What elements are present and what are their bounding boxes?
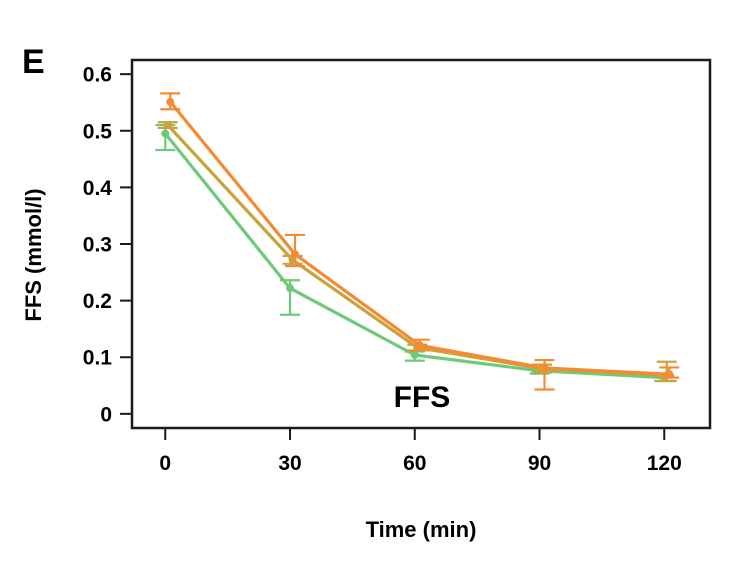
data-point — [410, 350, 419, 359]
y-axis-title: FFS (mmol/l) — [21, 188, 46, 321]
data-point — [286, 284, 295, 293]
panel-label: E — [22, 43, 45, 81]
series-line — [169, 100, 670, 376]
x-axis: 0 30 60 90 120 — [159, 428, 682, 475]
chart-annotation: FFS — [394, 381, 451, 414]
data-point — [415, 341, 424, 350]
x-tick-label: 60 — [403, 452, 426, 475]
x-axis-title: Time (min) — [366, 517, 477, 542]
x-tick-label: 90 — [528, 452, 551, 475]
y-tick-label: 0 — [100, 403, 112, 426]
data-point — [166, 97, 175, 106]
y-tick-label: 0.2 — [83, 290, 112, 313]
data-point — [540, 363, 549, 372]
data-point — [161, 129, 170, 138]
data-point — [665, 370, 674, 379]
x-tick-label: 120 — [647, 452, 682, 475]
data-point — [291, 250, 300, 259]
y-axis: 0 0.1 0.2 0.3 0.4 0.5 0.6 — [83, 64, 132, 426]
data-point — [163, 121, 172, 130]
x-tick-label: 30 — [278, 452, 301, 475]
y-tick-label: 0.5 — [83, 120, 113, 143]
series-group — [160, 92, 680, 391]
series-line — [166, 124, 667, 377]
y-tick-label: 0.6 — [83, 64, 112, 87]
x-tick-label: 0 — [159, 452, 171, 475]
y-tick-label: 0.4 — [83, 177, 113, 200]
y-tick-label: 0.3 — [83, 234, 112, 257]
y-tick-label: 0.1 — [83, 347, 113, 370]
series-layer — [155, 92, 680, 391]
